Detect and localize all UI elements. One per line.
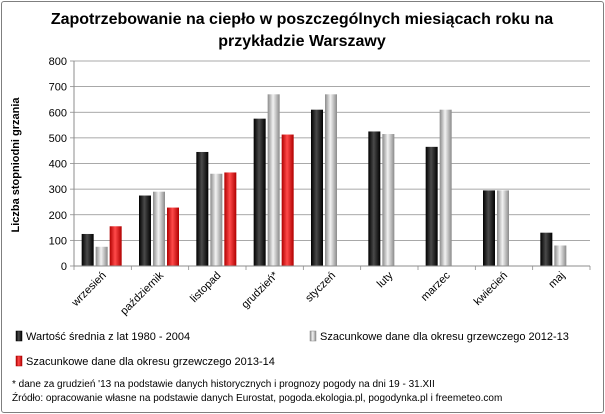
x-tick-label: grudzień* (239, 269, 281, 311)
bar-series-2 (497, 190, 509, 266)
y-tick-label: 400 (49, 159, 67, 171)
y-tick-label: 500 (49, 133, 67, 145)
bar-series-2 (95, 246, 108, 266)
y-tick-label: 0 (61, 261, 67, 273)
bar-series-2 (267, 94, 280, 266)
x-axis-ticks: wrzesień październik listopad grudzień* styc… (69, 266, 591, 317)
legend: Wartość średnia z lat 1980 - 2004 Szacun… (15, 330, 569, 368)
legend-swatch-series-1 (15, 330, 23, 342)
source-note: Źródło: opracowanie własne na podstawie … (12, 391, 502, 404)
y-tick-label: 600 (49, 107, 67, 119)
bars (81, 94, 567, 266)
bar-series-2 (382, 134, 395, 266)
bar-series-1 (81, 233, 94, 266)
x-tick-label: luty (375, 269, 396, 290)
x-tick-label: wrzesień (69, 270, 109, 310)
chart-title-line-1: Zapotrzebowanie na ciepło w poszczególny… (51, 11, 553, 28)
bar-series-1 (253, 118, 266, 266)
legend-label-series-2: Szacunkowe dane dla okresu grzewczego 20… (320, 331, 569, 343)
bar-series-1 (311, 109, 323, 266)
legend-label-series-1: Wartość średnia z lat 1980 - 2004 (26, 331, 190, 343)
y-axis-ticks: 0 100 200 300 400 500 600 700 800 (49, 56, 74, 273)
y-axis-label: Liczba stopniodni grzania (10, 97, 22, 233)
bar-series-1 (540, 232, 553, 266)
legend-swatch-series-2 (309, 330, 317, 342)
bar-series-3 (167, 207, 179, 266)
bar-series-3 (224, 172, 237, 266)
bar-series-2 (325, 94, 337, 266)
y-tick-label: 200 (49, 210, 67, 222)
y-tick-label: 700 (49, 82, 67, 94)
chart-title-line-2: przykładzie Warszawy (218, 33, 386, 50)
axes (73, 61, 590, 267)
y-tick-label: 100 (49, 235, 67, 247)
bar-series-3 (109, 226, 122, 266)
bar-series-2 (153, 191, 165, 266)
x-tick-label: maj (546, 270, 567, 291)
x-tick-label: styczeń (303, 270, 338, 305)
bar-series-2 (439, 109, 452, 266)
bar-series-2 (210, 173, 223, 266)
bar-series-3 (281, 134, 294, 266)
x-tick-label: marzec (419, 269, 453, 303)
bar-series-1 (368, 131, 381, 266)
bar-series-2 (554, 245, 567, 266)
legend-swatch-series-3 (15, 355, 23, 367)
x-tick-label: kwiecień (472, 270, 510, 308)
bar-series-1 (196, 151, 209, 266)
footnote: * dane za grudzień '13 na podstawie dany… (12, 379, 435, 390)
bar-series-1 (139, 195, 151, 266)
y-tick-label: 800 (49, 56, 67, 68)
legend-label-series-3: Szacunkowe dane dla okresu grzewczego 20… (26, 356, 275, 368)
x-tick-label: październik (118, 269, 166, 317)
bar-series-1 (483, 190, 495, 266)
bar-series-1 (425, 146, 438, 266)
y-tick-label: 300 (49, 184, 67, 196)
x-tick-label: listopad (188, 270, 223, 305)
